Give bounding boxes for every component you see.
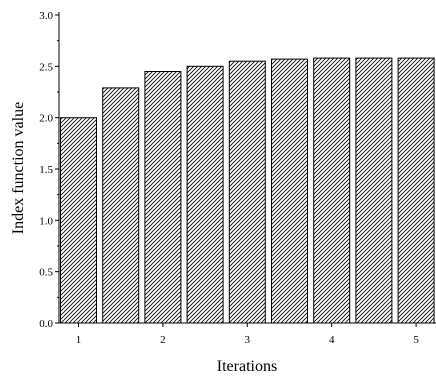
x-tick-label: 5 — [413, 334, 419, 346]
bar-1 — [60, 117, 97, 324]
bar-8 — [355, 57, 393, 324]
bar-series — [60, 57, 435, 324]
x-tick-label: 1 — [76, 334, 82, 346]
bar-5 — [228, 60, 266, 324]
bar-9 — [397, 57, 435, 324]
y-tick-label: 1.5 — [39, 164, 53, 176]
x-axis-title: Iterations — [217, 358, 277, 375]
y-tick-label: 3.0 — [39, 10, 53, 22]
y-tick-label: 0.5 — [39, 267, 53, 279]
bar-3 — [144, 71, 182, 324]
y-axis-ticks: 0.0 0.5 1.0 1.5 2.0 2.5 3.0 — [39, 10, 59, 330]
x-axis-ticks: 1 2 3 4 5 — [76, 323, 419, 346]
y-axis-title: Index function value — [10, 102, 27, 234]
x-tick-label: 4 — [329, 334, 335, 346]
bar-2 — [102, 87, 140, 324]
bar-7 — [313, 57, 351, 324]
bar-6 — [271, 58, 308, 324]
y-tick-label: 1.0 — [39, 215, 53, 227]
x-tick-label: 2 — [160, 334, 166, 346]
bar-4 — [186, 65, 224, 324]
y-tick-label: 2.5 — [39, 61, 53, 73]
y-tick-label: 2.0 — [39, 113, 53, 125]
x-tick-label: 3 — [245, 334, 251, 346]
y-tick-label: 0.0 — [39, 318, 53, 330]
